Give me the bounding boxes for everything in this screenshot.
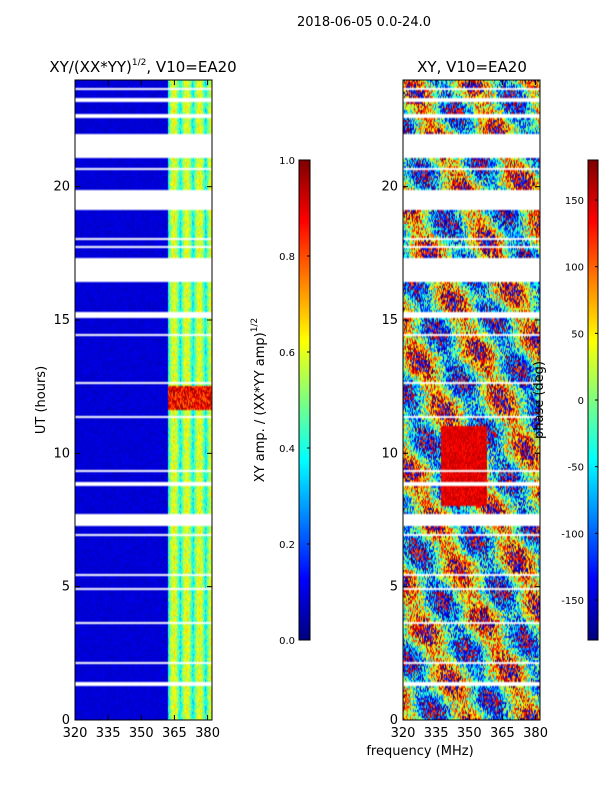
colorbar-tick-label: 50 xyxy=(571,329,584,340)
amplitude-panel-title: XY/(XX*YY)1/2, V10=EA20 xyxy=(49,58,236,76)
x-tick-label: 320 xyxy=(63,726,88,741)
x-tick-label: 335 xyxy=(96,726,121,741)
y-tick-label: 10 xyxy=(381,446,398,461)
colorbar-tick-label: 0.8 xyxy=(279,252,295,263)
phase-panel-title: XY, V10=EA20 xyxy=(417,58,527,76)
x-tick-label: 365 xyxy=(490,726,515,741)
amplitude-panel: XY/(XX*YY)1/2, V10=EA20 320 335 350 365 380 … xyxy=(34,58,237,741)
x-axis-label: frequency (MHz) xyxy=(366,744,473,759)
phase-plot-frame xyxy=(402,79,541,721)
colorbar-tick-label: 0.6 xyxy=(279,348,295,359)
y-tick-label: 5 xyxy=(62,580,70,595)
amplitude-colorbar-label: XY amp. / (XX*YY amp)1/2 xyxy=(250,318,268,482)
phase-colorbar-ticks: -150 -100 -50 0 50 100 150 xyxy=(561,196,598,607)
colorbar-tick-label: 0.2 xyxy=(279,540,295,551)
figure-suptitle: 2018-06-05 0.0-24.0 xyxy=(297,15,431,30)
amplitude-colorbar-ticks: 0.0 0.2 0.4 0.6 0.8 1.0 xyxy=(279,156,310,647)
amplitude-colorbar-frame xyxy=(298,159,311,641)
amplitude-x-ticks: 320 335 350 365 380 xyxy=(63,80,220,741)
y-tick-label: 0 xyxy=(62,713,70,728)
colorbar-tick-label: 0.0 xyxy=(279,636,295,647)
x-tick-label: 350 xyxy=(129,726,154,741)
x-tick-label: 320 xyxy=(391,726,416,741)
phase-x-ticks: 320 335 350 365 380 xyxy=(391,80,548,741)
phase-heatmap xyxy=(403,80,540,720)
phase-y-ticks: 0 5 10 15 20 xyxy=(381,180,540,728)
colorbar-tick-label: -150 xyxy=(561,596,584,607)
colorbar-tick-label: 150 xyxy=(565,196,584,207)
colorbar-tick-label: -50 xyxy=(568,463,584,474)
y-tick-label: 10 xyxy=(53,446,70,461)
colorbar-tick-label: -100 xyxy=(561,529,584,540)
x-tick-label: 350 xyxy=(457,726,482,741)
y-tick-label: 5 xyxy=(390,580,398,595)
phase-colorbar-label: phase (deg) xyxy=(532,361,547,439)
colorbar-tick-label: 1.0 xyxy=(279,156,295,167)
x-tick-label: 365 xyxy=(162,726,187,741)
phase-colorbar: -150 -100 -50 0 50 100 150 phase (deg) xyxy=(532,159,599,641)
x-tick-label: 380 xyxy=(195,726,220,741)
y-tick-label: 15 xyxy=(53,313,70,328)
amplitude-colorbar-gradient xyxy=(299,160,310,640)
y-tick-label: 15 xyxy=(381,313,398,328)
y-tick-label: 20 xyxy=(53,180,70,195)
colorbar-tick-label: 0.4 xyxy=(279,444,295,455)
amplitude-y-ticks: 0 5 10 15 20 xyxy=(53,180,212,728)
amplitude-colorbar: 0.0 0.2 0.4 0.6 0.8 1.0 XY amp. / (XX*YY amp)… xyxy=(250,156,311,647)
y-tick-label: 20 xyxy=(381,180,398,195)
amplitude-heatmap xyxy=(75,80,212,720)
amplitude-y-axis-label: UT (hours) xyxy=(34,366,49,434)
y-tick-label: 0 xyxy=(390,713,398,728)
x-tick-label: 380 xyxy=(523,726,548,741)
amplitude-plot-frame xyxy=(74,79,213,721)
colorbar-tick-label: 100 xyxy=(565,263,584,274)
phase-colorbar-gradient xyxy=(588,160,598,640)
phase-panel: XY, V10=EA20 320 335 350 365 380 0 5 10 15 20 xyxy=(381,58,548,741)
colorbar-tick-label: 0 xyxy=(578,396,584,407)
x-tick-label: 335 xyxy=(424,726,449,741)
